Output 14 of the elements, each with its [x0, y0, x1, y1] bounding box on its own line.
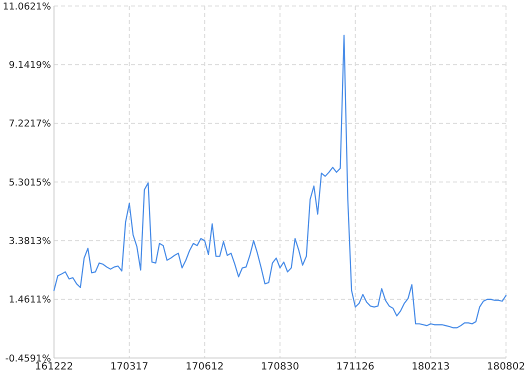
x-tick-label: 170317 [110, 362, 148, 372]
y-tick-label: 11.0621% [2, 1, 51, 12]
y-tick-label: 1.4611% [8, 294, 51, 306]
x-tick-label: 161222 [34, 362, 74, 372]
y-tick-label: 5.3015% [8, 177, 51, 188]
x-tick-label: 170830 [260, 362, 300, 372]
line-series [53, 34, 507, 328]
x-tick-label: 170612 [186, 362, 224, 372]
y-tick-label: 7.2217% [8, 118, 51, 130]
x-tick-label: 180802 [486, 362, 526, 372]
y-tick-label: 3.3813% [8, 236, 51, 247]
y-tick-label: 9.1419% [8, 60, 51, 71]
x-tick-label: 180213 [412, 362, 450, 372]
x-tick-label: 171126 [336, 362, 374, 372]
